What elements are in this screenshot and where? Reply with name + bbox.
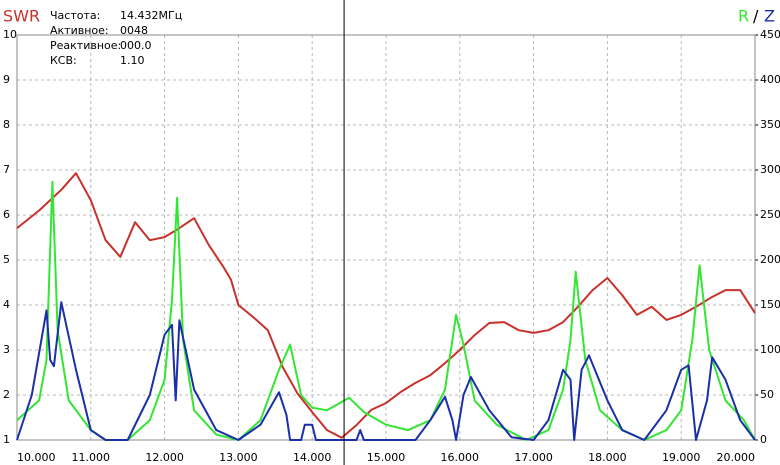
legend-z: Z	[764, 7, 775, 26]
y2-tick-label: 150	[760, 298, 780, 311]
y2-tick-label: 100	[760, 343, 780, 356]
x-tick-label: 16.000	[441, 451, 480, 464]
y-tick-label: 6	[3, 208, 10, 221]
legend-swr: SWR	[3, 7, 40, 26]
info-value: 000.0	[120, 39, 152, 52]
y-tick-label: 8	[3, 118, 10, 131]
y-tick-label: 2	[3, 388, 10, 401]
info-value: 1.10	[120, 54, 145, 67]
y2-tick-label: 50	[760, 388, 774, 401]
y2-tick-label: 400	[760, 73, 780, 86]
y-tick-label: 4	[3, 298, 10, 311]
y-tick-label: 9	[3, 73, 10, 86]
info-label: Частота:	[50, 9, 100, 22]
y2-tick-label: 0	[760, 433, 767, 446]
x-tick-label: 18.000	[588, 451, 627, 464]
y-tick-label: 3	[3, 343, 10, 356]
info-value: 14.432МГц	[120, 9, 182, 22]
x-tick-label: 13.000	[219, 451, 258, 464]
info-label: Реактивное:	[50, 39, 121, 52]
series-line	[16, 301, 756, 441]
x-tick-label: 12.000	[145, 451, 184, 464]
y2-tick-label: 350	[760, 118, 780, 131]
legend-separator: /	[753, 7, 759, 26]
info-label: Активное:	[50, 24, 109, 37]
info-value: 0048	[120, 24, 148, 37]
x-tick-label: 20.000	[717, 451, 756, 464]
x-tick-label: 11.000	[72, 451, 111, 464]
series-line	[16, 172, 756, 439]
y2-tick-label: 200	[760, 253, 780, 266]
x-tick-label: 14.000	[293, 451, 332, 464]
y-tick-label: 7	[3, 163, 10, 176]
x-tick-label: 17.000	[514, 451, 553, 464]
y2-tick-label: 300	[760, 163, 780, 176]
legend-r: R	[738, 7, 749, 26]
y2-tick-label: 250	[760, 208, 780, 221]
x-tick-label: 10.000	[17, 451, 56, 464]
info-label: КСВ:	[50, 54, 77, 67]
y2-tick-label: 450	[760, 28, 780, 41]
x-tick-label: 15.000	[367, 451, 406, 464]
x-tick-label: 19.000	[662, 451, 701, 464]
y-tick-label: 5	[3, 253, 10, 266]
y-tick-label: 10	[3, 28, 17, 41]
y-tick-label: 1	[3, 433, 10, 446]
